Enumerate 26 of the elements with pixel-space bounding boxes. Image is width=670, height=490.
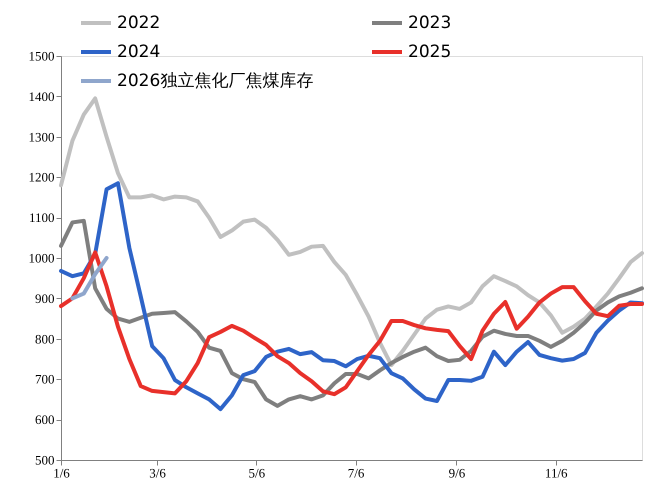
x-tick-label: 9/6	[448, 466, 466, 480]
y-tick-label: 600	[35, 412, 54, 428]
y-tick-label: 1500	[28, 48, 54, 64]
y-tick-label: 500	[35, 452, 54, 468]
y-tick-label: 1400	[28, 88, 54, 104]
legend-label: 2024	[117, 42, 160, 62]
line-series	[59, 181, 644, 412]
line-series	[59, 96, 644, 368]
x-tick-label: 11/6	[544, 466, 568, 480]
y-tick-label: 1000	[28, 250, 54, 266]
x-tick-label: 7/6	[348, 466, 365, 480]
y-tick-label: 1200	[28, 170, 54, 185]
y-tick-label: 800	[35, 331, 54, 346]
x-tick-label: 1/6	[53, 466, 70, 480]
y-tick-label: 1300	[28, 129, 54, 144]
x-tick-label: 5/6	[248, 466, 266, 480]
line-series	[70, 256, 109, 300]
y-tick-label: 900	[35, 290, 54, 306]
x-tick-label: 3/6	[149, 466, 166, 480]
y-tick-label: 1100	[28, 210, 54, 226]
legend-label: 2023	[408, 13, 452, 33]
legend-label: 2022	[117, 13, 160, 33]
y-tick-label: 700	[35, 372, 54, 387]
legend-label: 2025	[408, 42, 452, 62]
line-series	[59, 250, 644, 396]
legend-label: 2026独立焦化厂焦煤库存	[117, 71, 314, 91]
